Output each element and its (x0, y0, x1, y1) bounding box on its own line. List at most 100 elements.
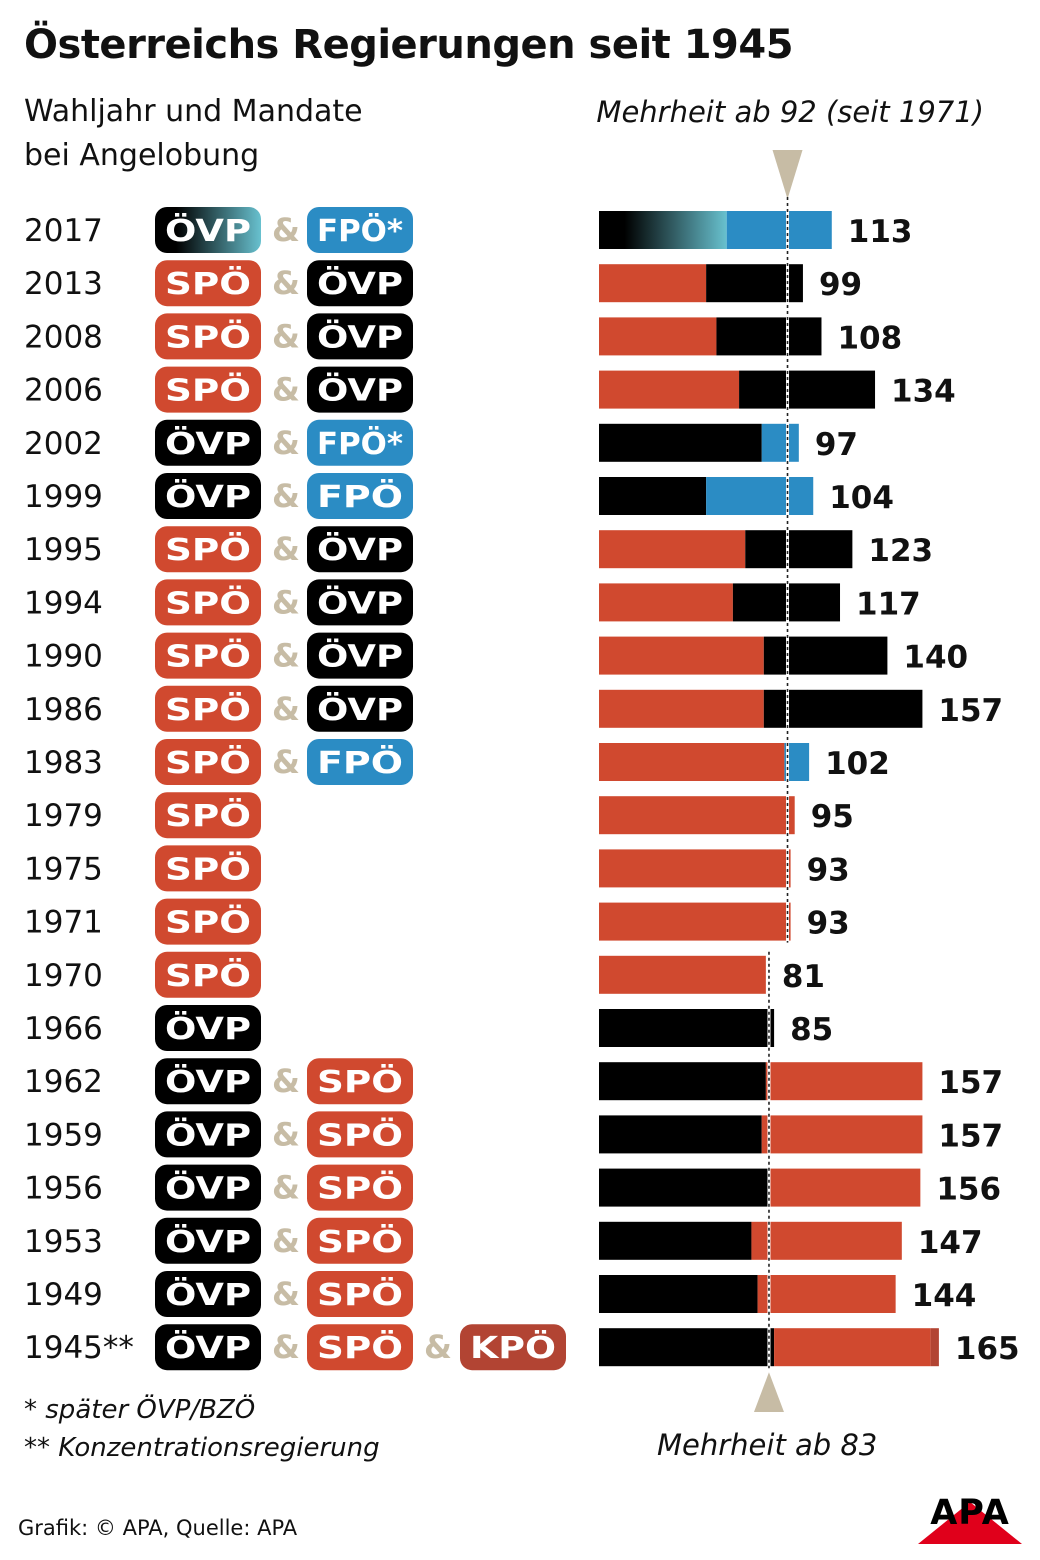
bar-total-label: 81 (782, 959, 825, 995)
coalition-connector: & (272, 424, 300, 462)
bar-total-label: 117 (856, 586, 921, 622)
party-badge-bg (307, 473, 413, 519)
party-badge-fpoe: FPÖ (307, 473, 413, 519)
party-badge-bg (155, 473, 261, 519)
bar-segment-spoe (599, 743, 785, 781)
party-badge-label: SPÖ (165, 797, 251, 834)
bar-total-label: 140 (903, 640, 968, 676)
bar-total-label: 156 (936, 1172, 1001, 1208)
row-1975: 1975 SPÖ 93 (24, 845, 850, 892)
row-1956: 1956 ÖVP & SPÖ 156 (24, 1164, 1001, 1211)
bar-segment-oevp (763, 689, 923, 728)
bar-total-label: 134 (891, 374, 956, 410)
party-badge-fpoe: FPÖ* (307, 207, 413, 253)
party-badge-bg (155, 1005, 261, 1051)
party-badge-label: FPÖ* (317, 212, 403, 249)
party-badge-spoe: SPÖ (155, 685, 261, 732)
party-badge-bg (307, 1271, 413, 1317)
row-1959: 1959 ÖVP & SPÖ 157 (24, 1111, 1003, 1158)
apa-logo-icon (918, 1502, 1022, 1544)
bar-total-label: 123 (868, 533, 933, 569)
party-badge-bg (155, 792, 261, 839)
year-label: 2002 (24, 426, 103, 462)
party-badge-bg (307, 526, 413, 573)
party-badge-label: SPÖ (165, 531, 251, 568)
party-badge-label: ÖVP (317, 265, 403, 302)
bar-total-label: 157 (938, 1118, 1003, 1154)
bar-segment-fpoe (761, 423, 799, 462)
party-badge-spoe: SPÖ (155, 366, 261, 413)
coalition-connector: & (272, 1169, 300, 1207)
party-badge-oevp: ÖVP (155, 1217, 261, 1264)
year-label: 1986 (24, 692, 103, 728)
party-badge-spoe: SPÖ (307, 1271, 413, 1317)
bar-segment-spoe (774, 1328, 931, 1367)
majority-92-arrow-icon (772, 150, 803, 199)
party-badge-bg (307, 419, 413, 466)
party-badge-bg (307, 366, 413, 413)
row-1995: 1995 SPÖ & ÖVP 123 (24, 526, 933, 573)
bar-segment-oevp (599, 1115, 762, 1154)
row-2006: 2006 SPÖ & ÖVP 134 (24, 366, 956, 413)
party-badge-label: ÖVP (165, 1116, 251, 1153)
coalition-connector: & (272, 211, 300, 249)
coalition-connector: & (272, 637, 300, 675)
row-2008: 2008 SPÖ & ÖVP 108 (24, 313, 902, 360)
party-badge-oevp: ÖVP (155, 207, 261, 253)
party-badge-bg (155, 260, 261, 307)
row-1945: 1945** ÖVP & SPÖ & KPÖ 165 (24, 1324, 1020, 1371)
party-badge-bg (155, 419, 261, 466)
party-badge-bg (155, 845, 261, 892)
party-badge-oevp: ÖVP (155, 473, 261, 519)
party-badge-label: SPÖ (165, 265, 251, 302)
coalition-connector: & (272, 743, 300, 781)
bar-segment-spoe (761, 1115, 923, 1154)
subtitle-line-2: bei Angelobung (24, 138, 260, 173)
party-badge-bg (155, 898, 261, 945)
row-1966: 1966 ÖVP 85 (24, 1005, 833, 1051)
majority-annotation-top: Mehrheit ab 92 (seit 1971) (596, 95, 984, 129)
coalition-connector: & (272, 1062, 300, 1100)
party-badge-bg (155, 685, 261, 732)
party-badge-label: SPÖ (165, 584, 251, 621)
party-badge-label: ÖVP (165, 1010, 251, 1047)
party-badge-label: FPÖ* (317, 425, 403, 462)
year-label: 1953 (24, 1224, 103, 1260)
party-badge-spoe: SPÖ (155, 579, 261, 626)
row-1999: 1999 ÖVP & FPÖ 104 (24, 473, 894, 519)
party-badge-label: SPÖ (165, 372, 251, 409)
party-badge-spoe: SPÖ (307, 1217, 413, 1264)
party-badge-oevp: ÖVP (307, 313, 413, 360)
party-badge-spoe: SPÖ (307, 1058, 413, 1105)
bar-segment-spoe (767, 1168, 921, 1207)
party-badge-bg (155, 739, 261, 785)
party-badge-bg (460, 1324, 566, 1371)
party-badge-spoe: SPÖ (155, 260, 261, 307)
party-badge-bg (307, 579, 413, 626)
bar-total-label: 99 (819, 267, 862, 303)
party-badge-bg (307, 1217, 413, 1264)
bar-segment-oevp (599, 1275, 758, 1313)
bar-segment-oevp (599, 423, 762, 462)
party-badge-spoe: SPÖ (155, 898, 261, 945)
party-badge-label: SPÖ (317, 1276, 403, 1313)
party-badge-bg (155, 366, 261, 413)
bar-segment-spoe (599, 796, 795, 835)
bar-total-label: 95 (811, 799, 854, 835)
party-badge-oevp: ÖVP (307, 685, 413, 732)
party-badge-label: SPÖ (165, 638, 251, 675)
party-badge-bg (307, 1058, 413, 1105)
party-badge-label: ÖVP (165, 1276, 251, 1313)
bar-segment-oevp (599, 1009, 775, 1047)
bar-total-label: 97 (815, 427, 858, 463)
party-badge-label: ÖVP (165, 1170, 251, 1207)
bar-segment-spoe (599, 583, 733, 622)
row-1971: 1971 SPÖ 93 (24, 898, 850, 945)
party-badge-label: SPÖ (317, 1329, 403, 1366)
party-badge-oevp: ÖVP (155, 1164, 261, 1211)
party-badge-bg (155, 1111, 261, 1158)
bar-segment-spoe (751, 1221, 902, 1260)
year-label: 1971 (24, 905, 103, 941)
bar-segment-spoe (599, 264, 707, 303)
